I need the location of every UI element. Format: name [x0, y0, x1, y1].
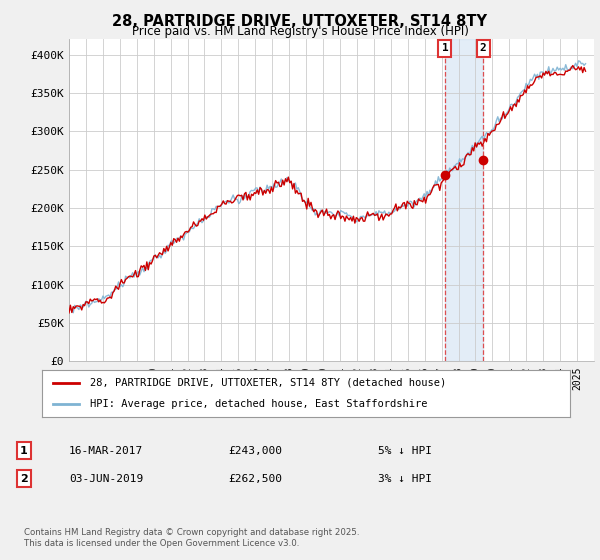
Text: 5% ↓ HPI: 5% ↓ HPI: [378, 446, 432, 456]
Text: £262,500: £262,500: [228, 474, 282, 484]
Text: 28, PARTRIDGE DRIVE, UTTOXETER, ST14 8TY: 28, PARTRIDGE DRIVE, UTTOXETER, ST14 8TY: [113, 14, 487, 29]
Text: £243,000: £243,000: [228, 446, 282, 456]
Text: 03-JUN-2019: 03-JUN-2019: [69, 474, 143, 484]
Text: 1: 1: [20, 446, 28, 456]
Text: 16-MAR-2017: 16-MAR-2017: [69, 446, 143, 456]
Text: 28, PARTRIDGE DRIVE, UTTOXETER, ST14 8TY (detached house): 28, PARTRIDGE DRIVE, UTTOXETER, ST14 8TY…: [89, 378, 446, 388]
Text: Price paid vs. HM Land Registry's House Price Index (HPI): Price paid vs. HM Land Registry's House …: [131, 25, 469, 38]
Text: 2: 2: [20, 474, 28, 484]
Text: Contains HM Land Registry data © Crown copyright and database right 2025.
This d: Contains HM Land Registry data © Crown c…: [24, 528, 359, 548]
Text: 2: 2: [479, 44, 487, 53]
Text: 1: 1: [442, 44, 448, 53]
Bar: [445, 39, 483, 361]
Text: HPI: Average price, detached house, East Staffordshire: HPI: Average price, detached house, East…: [89, 399, 427, 409]
Text: 3% ↓ HPI: 3% ↓ HPI: [378, 474, 432, 484]
